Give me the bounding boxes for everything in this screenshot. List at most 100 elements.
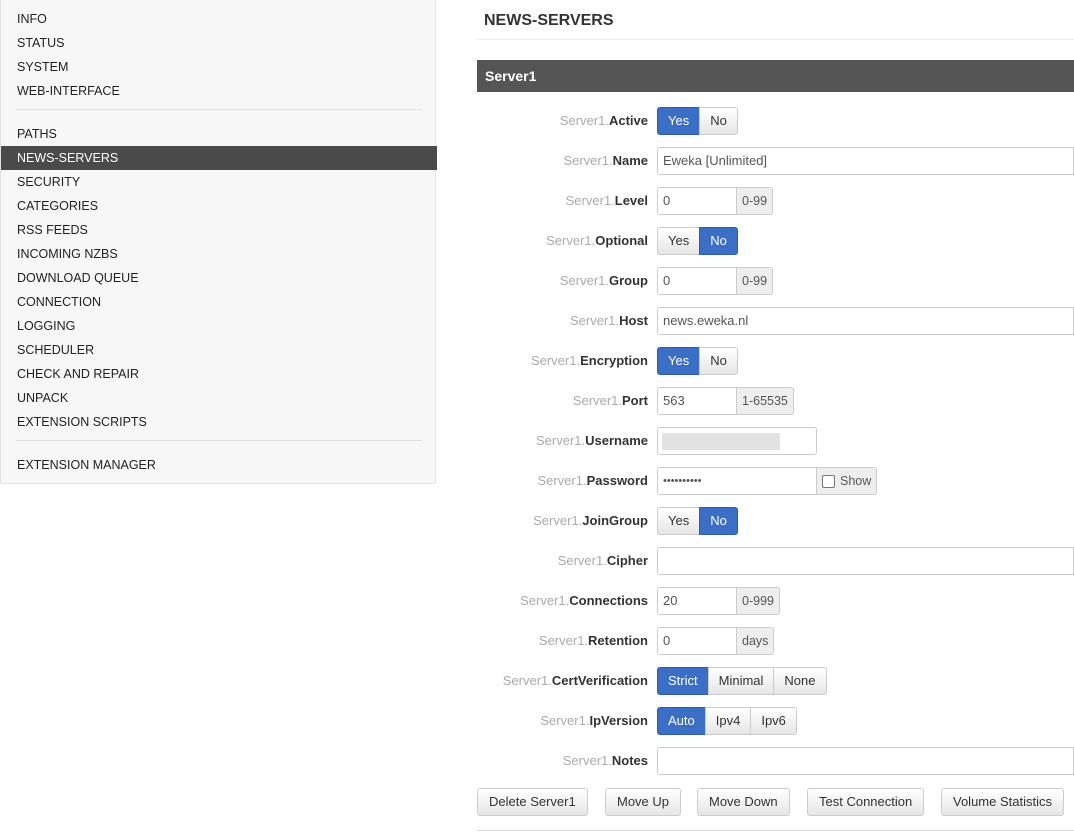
toggle-button[interactable]: Yes bbox=[657, 507, 701, 535]
field-control: •••••••••• Show bbox=[657, 467, 878, 495]
number-input[interactable]: 563 bbox=[657, 387, 737, 415]
label-name: IpVersion bbox=[589, 713, 648, 728]
label-name: Encryption bbox=[580, 353, 648, 368]
toggle-button[interactable]: No bbox=[699, 507, 738, 535]
field-control: Auto Ipv4 Ipv6 bbox=[657, 707, 797, 735]
label-name: Username bbox=[585, 433, 648, 448]
nav-item[interactable]: SECURITY bbox=[17, 175, 81, 189]
toggle-button[interactable]: Ipv6 bbox=[750, 707, 797, 735]
nav-item[interactable]: SCHEDULER bbox=[17, 343, 95, 357]
field-label: Server1.Group bbox=[560, 267, 648, 295]
field-label: Server1.Retention bbox=[539, 627, 648, 655]
input-addon: 0-99 bbox=[737, 267, 774, 295]
toggle-button[interactable]: No bbox=[699, 107, 738, 135]
field-control: Strict Minimal None bbox=[657, 667, 827, 695]
nav-item[interactable]: INFO bbox=[17, 12, 47, 26]
label-prefix: Server1. bbox=[502, 673, 552, 688]
toggle-button[interactable]: Auto bbox=[657, 707, 706, 735]
toggle-button[interactable]: No bbox=[699, 347, 738, 375]
label-name: Port bbox=[622, 393, 648, 408]
toggle-button[interactable]: None bbox=[773, 667, 827, 695]
field-control: 20 0-999 bbox=[657, 587, 780, 615]
password-input[interactable]: •••••••••• bbox=[657, 467, 817, 495]
toggle-button[interactable]: Yes bbox=[657, 227, 701, 255]
label-name: Password bbox=[586, 473, 648, 488]
checkbox[interactable] bbox=[822, 474, 835, 488]
field-label: Server1.Password bbox=[537, 467, 648, 495]
nav-item[interactable]: SYSTEM bbox=[17, 60, 69, 74]
label-name: JoinGroup bbox=[582, 513, 648, 528]
field-label: Server1.CertVerification bbox=[503, 667, 648, 695]
label-prefix: Server1. bbox=[537, 473, 587, 488]
label-prefix: Server1. bbox=[538, 633, 589, 648]
nav-item[interactable]: EXTENSION SCRIPTS bbox=[17, 415, 147, 429]
toggle-button[interactable]: Yes bbox=[657, 347, 701, 375]
action-button[interactable]: Move Up bbox=[605, 788, 682, 816]
action-button[interactable]: Volume Statistics bbox=[941, 788, 1064, 816]
field-control: 563 1-65535 bbox=[657, 387, 794, 415]
divider bbox=[477, 39, 1074, 40]
toggle-button[interactable]: Minimal bbox=[707, 667, 775, 695]
label-prefix: Server1. bbox=[569, 313, 620, 328]
nav-item[interactable]: RSS FEEDS bbox=[17, 223, 88, 237]
nav-item[interactable]: LOGGING bbox=[17, 319, 76, 333]
show-toggle[interactable]: Show bbox=[817, 467, 878, 495]
action-button[interactable]: Move Down bbox=[697, 788, 790, 816]
label-prefix: Server1. bbox=[520, 593, 570, 608]
text-input[interactable]: Eweka [Unlimited] bbox=[657, 147, 1074, 175]
nav-item[interactable]: DOWNLOAD QUEUE bbox=[17, 271, 139, 285]
field-label: Server1.Connections bbox=[520, 587, 648, 615]
field-control bbox=[657, 747, 1074, 775]
field-label: Server1.Host bbox=[570, 307, 648, 335]
label-name: Notes bbox=[611, 753, 648, 768]
toggle-button[interactable]: No bbox=[699, 227, 738, 255]
action-button[interactable]: Test Connection bbox=[807, 788, 925, 816]
field-control: Yes No bbox=[657, 347, 738, 375]
nav-item[interactable]: EXTENSION MANAGER bbox=[17, 458, 156, 472]
field-label: Server1.Active bbox=[560, 107, 648, 135]
nav-item[interactable]: CATEGORIES bbox=[17, 199, 99, 213]
nav-item[interactable]: WEB-INTERFACE bbox=[17, 84, 120, 98]
label-prefix: Server1. bbox=[563, 153, 613, 168]
toggle-button[interactable]: Yes bbox=[657, 107, 701, 135]
username-input[interactable] bbox=[657, 427, 817, 455]
field-label: Server1.JoinGroup bbox=[533, 507, 648, 535]
page-title: NEWS-SERVERS bbox=[484, 12, 614, 29]
number-input[interactable]: 0 bbox=[657, 627, 737, 655]
label-prefix: Server1. bbox=[530, 353, 581, 368]
section-header: Server1 bbox=[477, 60, 1074, 92]
nav-item[interactable]: INCOMING NZBS bbox=[17, 247, 118, 261]
nav-separator bbox=[16, 440, 422, 441]
nav-item[interactable]: UNPACK bbox=[17, 391, 69, 405]
nav-item[interactable]: PATHS bbox=[17, 127, 57, 141]
label-name: Connections bbox=[569, 593, 648, 608]
label-prefix: Server1. bbox=[565, 193, 615, 208]
action-button[interactable]: Delete Server1 bbox=[477, 788, 588, 816]
redacted-value bbox=[662, 433, 780, 450]
text-input[interactable] bbox=[657, 547, 1074, 575]
label-name: CertVerification bbox=[551, 673, 648, 688]
number-input[interactable]: 0 bbox=[657, 187, 737, 215]
input-addon: days bbox=[737, 627, 775, 655]
sidebar: INFO STATUS SYSTEM WEB-INTERFACE PATHS NEWS-S… bbox=[0, 0, 437, 484]
nav-item[interactable]: CHECK AND REPAIR bbox=[17, 367, 140, 381]
text-input[interactable]: news.eweka.nl bbox=[657, 307, 1074, 335]
label-prefix: Server1. bbox=[540, 713, 590, 728]
number-input[interactable]: 20 bbox=[657, 587, 737, 615]
label-name: Active bbox=[608, 113, 648, 128]
field-control: Yes No bbox=[657, 107, 738, 135]
toggle-button[interactable]: Ipv4 bbox=[704, 707, 752, 735]
nav-item[interactable]: CONNECTION bbox=[17, 295, 102, 309]
field-control: Eweka [Unlimited] bbox=[657, 147, 1074, 175]
field-control: 0 days bbox=[657, 627, 775, 655]
nav-item[interactable]: NEWS-SERVERS bbox=[1, 146, 437, 170]
nav-item[interactable]: STATUS bbox=[17, 36, 65, 50]
label-prefix: Server1. bbox=[533, 513, 583, 528]
number-input[interactable]: 0 bbox=[657, 267, 737, 295]
input-addon: 0-99 bbox=[737, 187, 774, 215]
field-label: Server1.Username bbox=[536, 427, 648, 455]
toggle-button[interactable]: Strict bbox=[657, 667, 709, 695]
field-control: 0 0-99 bbox=[657, 267, 774, 295]
text-input[interactable] bbox=[657, 747, 1074, 775]
